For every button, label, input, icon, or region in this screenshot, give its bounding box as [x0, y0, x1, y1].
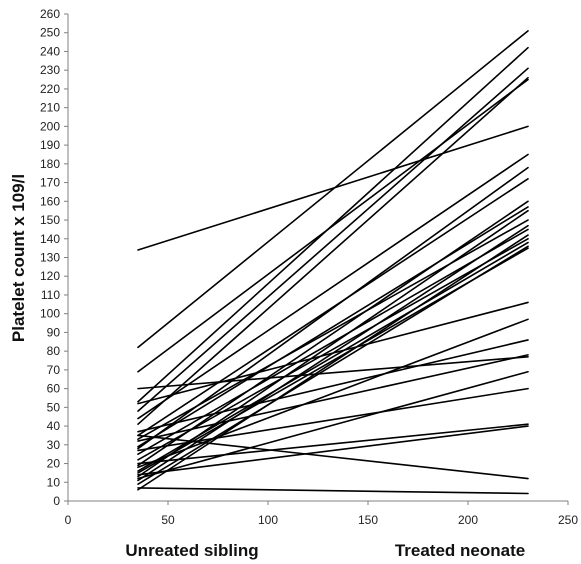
pair-line-27 [137, 370, 529, 480]
pair-line-14 [137, 354, 529, 442]
pair-line-19 [137, 237, 529, 461]
pair-line-15 [137, 206, 529, 448]
pair-line-28 [137, 224, 529, 482]
y-tick-label-110: 110 [41, 288, 60, 302]
y-axis-title: Platelet count x 109/l [9, 174, 28, 342]
pair-line-5 [137, 46, 529, 403]
y-tick-label-210: 210 [40, 101, 60, 115]
pair-line-17 [137, 387, 529, 452]
x-tick-label-250: 250 [558, 513, 578, 527]
y-tick-label-230: 230 [40, 63, 60, 77]
pair-line-2 [137, 30, 529, 349]
y-ticks: 0 10 20 30 40 50 60 70 80 90 100 110 120 130 140 150 160… [40, 7, 68, 508]
y-tick-label-70: 70 [47, 363, 61, 377]
y-tick-label-30: 30 [47, 438, 61, 452]
pair-line-8 [137, 153, 529, 420]
x-tick-label-0: 0 [65, 513, 72, 527]
x-category-label-unreated-sibling: Unreated sibling [125, 541, 258, 560]
y-tick-label-220: 220 [40, 82, 60, 96]
y-tick-label-80: 80 [47, 344, 61, 358]
y-tick-label-190: 190 [40, 138, 60, 152]
y-tick-label-40: 40 [47, 419, 61, 433]
pair-line-21 [137, 200, 529, 467]
y-tick-label-140: 140 [40, 232, 60, 246]
y-tick-label-170: 170 [40, 176, 60, 190]
x-category-label-treated-neonate: Treated neonate [395, 541, 525, 560]
pair-line-26 [137, 209, 529, 478]
y-tick-label-130: 130 [40, 251, 60, 265]
y-tick-label-250: 250 [40, 26, 60, 40]
y-tick-label-180: 180 [40, 157, 60, 171]
x-tick-label-200: 200 [458, 513, 478, 527]
y-tick-label-90: 90 [47, 325, 61, 339]
x-tick-label-150: 150 [358, 513, 378, 527]
y-tick-label-150: 150 [40, 213, 60, 227]
y-tick-label-100: 100 [40, 307, 60, 321]
pair-line-25 [137, 425, 529, 476]
y-tick-label-60: 60 [47, 382, 61, 396]
y-tick-label-120: 120 [40, 269, 60, 283]
pair-line-31 [137, 234, 529, 491]
y-tick-label-0: 0 [53, 494, 60, 508]
pair-line-9 [137, 76, 529, 426]
y-tick-label-20: 20 [47, 457, 61, 471]
pair-line-18 [137, 228, 529, 455]
x-tick-label-50: 50 [161, 513, 175, 527]
y-tick-label-260: 260 [40, 7, 60, 21]
y-tick-label-240: 240 [40, 44, 60, 58]
y-tick-label-200: 200 [40, 119, 60, 133]
pair-line-7 [137, 67, 529, 412]
y-tick-label-160: 160 [40, 194, 60, 208]
y-axis: 0 10 20 30 40 50 60 70 80 90 100 110 120 130 140 150 160… [40, 7, 69, 508]
pair-line-22 [137, 318, 529, 469]
y-tick-label-10: 10 [47, 475, 61, 489]
x-axis: 0 50 100 150 200 250 [65, 500, 578, 527]
pair-line-4 [137, 355, 529, 390]
pair-line-20 [137, 423, 529, 465]
x-ticks: 0 50 100 150 200 250 [65, 501, 578, 527]
y-tick-label-50: 50 [47, 400, 61, 414]
pair-line-30 [137, 487, 529, 495]
series-lines [137, 30, 529, 495]
pair-line-16 [137, 166, 529, 450]
pair-line-29 [137, 245, 529, 485]
x-tick-label-100: 100 [258, 513, 278, 527]
